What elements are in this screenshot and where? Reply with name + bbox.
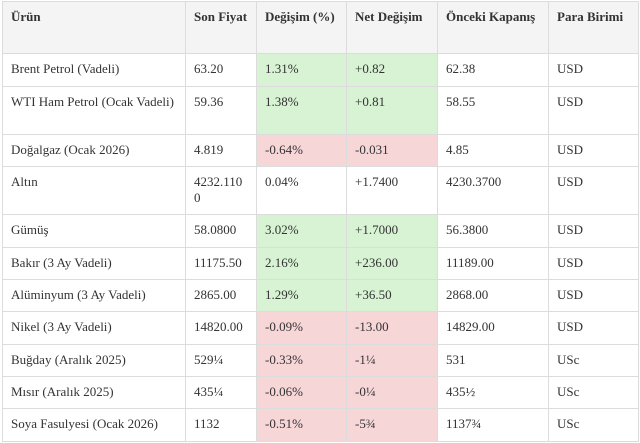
table-cell: 14829.00	[437, 311, 549, 345]
table-cell: -5¾	[346, 408, 438, 442]
table-cell: Soya Fasulyesi (Ocak 2026)	[2, 408, 186, 442]
table-cell: -1¼	[346, 344, 438, 377]
table-row: Buğday (Aralık 2025) 529¼ -0.33% -1¼ 531 USc	[2, 344, 639, 377]
table-cell: 1137¾	[437, 408, 549, 442]
table-cell: Alüminyum (3 Ay Vadeli)	[2, 279, 186, 312]
table-row: Mısır (Aralık 2025) 435¼ -0.06% -0¼ 435½ USc	[2, 376, 639, 409]
table-row: Nikel (3 Ay Vadeli) 14820.00 -0.09% -13.00 1…	[2, 311, 639, 345]
table-cell: USc	[548, 344, 639, 377]
table-cell: USD	[548, 214, 639, 248]
table-cell: USD	[548, 166, 639, 215]
header-cell: Değişim (%)	[256, 1, 347, 54]
table-cell: 4230.3700	[437, 166, 549, 215]
table-cell: 11175.50	[185, 247, 257, 280]
table-cell: USD	[548, 53, 639, 87]
table-cell: USD	[548, 86, 639, 135]
table-cell: Nikel (3 Ay Vadeli)	[2, 311, 186, 345]
table-cell: USD	[548, 279, 639, 312]
table-cell: 58.0800	[185, 214, 257, 248]
table-row: Bakır (3 Ay Vadeli) 11175.50 2.16% +236.00 1…	[2, 247, 639, 280]
table-cell: USD	[548, 134, 639, 167]
table-cell: 14820.00	[185, 311, 257, 345]
table-cell: USc	[548, 408, 639, 442]
table-row: Altın 4232.1100 0.04% +1.7400 4230.3700 USD	[2, 166, 639, 215]
table-cell: Bakır (3 Ay Vadeli)	[2, 247, 186, 280]
header-row: Ürün Son Fiyat Değişim (%) Net Değişim Öncek…	[2, 1, 639, 54]
header-cell: Para Birimi	[548, 1, 639, 54]
table-cell: 435½	[437, 376, 549, 409]
table-cell: 2868.00	[437, 279, 549, 312]
table-cell: +0.82	[346, 53, 438, 87]
table-cell: 435¼	[185, 376, 257, 409]
table-cell: +1.7400	[346, 166, 438, 215]
table-cell: 11189.00	[437, 247, 549, 280]
table-cell: 58.55	[437, 86, 549, 135]
table-cell: +236.00	[346, 247, 438, 280]
table-cell: -0.06%	[256, 376, 347, 409]
table-row: WTI Ham Petrol (Ocak Vadeli) 59.36 1.38% +0…	[2, 86, 639, 135]
table-cell: 4232.1100	[185, 166, 257, 215]
table-cell: +1.7000	[346, 214, 438, 248]
table-cell: Doğalgaz (Ocak 2026)	[2, 134, 186, 167]
table-cell: Brent Petrol (Vadeli)	[2, 53, 186, 87]
table-cell: -0¼	[346, 376, 438, 409]
header-cell: Ürün	[2, 1, 186, 54]
table-cell: 62.38	[437, 53, 549, 87]
table-cell: -0.33%	[256, 344, 347, 377]
table-cell: 529¼	[185, 344, 257, 377]
table-row: Soya Fasulyesi (Ocak 2026) 1132 -0.51% -5¾ 1…	[2, 408, 639, 442]
table-cell: Mısır (Aralık 2025)	[2, 376, 186, 409]
table-cell: 2865.00	[185, 279, 257, 312]
table-cell: 1.38%	[256, 86, 347, 135]
table-cell: 59.36	[185, 86, 257, 135]
table-row: Alüminyum (3 Ay Vadeli) 2865.00 1.29% +36.5…	[2, 279, 639, 312]
header-cell: Önceki Kapanış	[437, 1, 549, 54]
table-body: Brent Petrol (Vadeli) 63.20 1.31% +0.82 62.3…	[2, 53, 639, 442]
table-cell: 4.819	[185, 134, 257, 167]
table-cell: -13.00	[346, 311, 438, 345]
table-cell: USD	[548, 247, 639, 280]
table-cell: -0.031	[346, 134, 438, 167]
table-cell: 531	[437, 344, 549, 377]
table-cell: Gümüş	[2, 214, 186, 248]
table-cell: USD	[548, 311, 639, 345]
table-cell: 2.16%	[256, 247, 347, 280]
table-cell: WTI Ham Petrol (Ocak Vadeli)	[2, 86, 186, 135]
table-cell: +0.81	[346, 86, 438, 135]
table-cell: Buğday (Aralık 2025)	[2, 344, 186, 377]
table-cell: 63.20	[185, 53, 257, 87]
table-cell: -0.51%	[256, 408, 347, 442]
table-cell: 0.04%	[256, 166, 347, 215]
table-cell: 1132	[185, 408, 257, 442]
table-cell: 56.3800	[437, 214, 549, 248]
header-cell: Son Fiyat	[185, 1, 257, 54]
table-cell: 1.31%	[256, 53, 347, 87]
table-row: Doğalgaz (Ocak 2026) 4.819 -0.64% -0.031 4.8…	[2, 134, 639, 167]
table-row: Brent Petrol (Vadeli) 63.20 1.31% +0.82 62.3…	[2, 53, 639, 87]
header-cell: Net Değişim	[346, 1, 438, 54]
table-cell: 3.02%	[256, 214, 347, 248]
table-cell: +36.50	[346, 279, 438, 312]
table-cell: Altın	[2, 166, 186, 215]
table-cell: 4.85	[437, 134, 549, 167]
table-row: Gümüş 58.0800 3.02% +1.7000 56.3800 USD	[2, 214, 639, 248]
table-cell: 1.29%	[256, 279, 347, 312]
table-cell: -0.09%	[256, 311, 347, 345]
table-cell: -0.64%	[256, 134, 347, 167]
table-cell: USc	[548, 376, 639, 409]
